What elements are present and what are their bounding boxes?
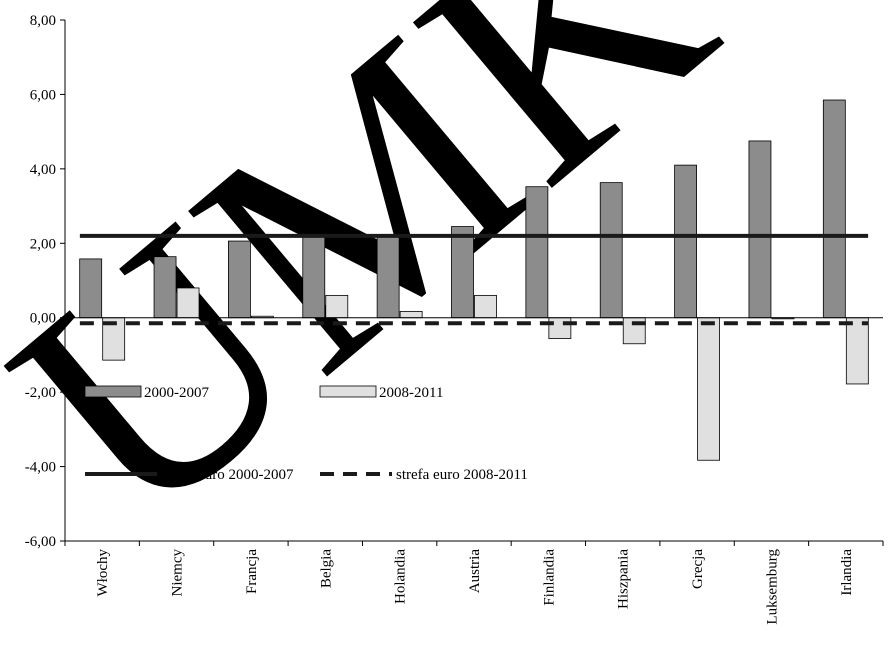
bars-layer xyxy=(79,99,869,461)
bar-2000-2007-Austria xyxy=(451,226,474,319)
legend-label: 2000-2007 xyxy=(144,385,209,401)
legend-label: strefa euro 2000-2007 xyxy=(161,467,294,483)
legend-swatch-2000-2007 xyxy=(84,385,142,398)
bar-2000-2007-Irlandia xyxy=(822,99,846,319)
bar-2000-2007-Finlandia xyxy=(525,186,549,319)
legend-swatch-2008-2011 xyxy=(319,385,377,398)
bar-2008-2011-Austria xyxy=(474,294,497,319)
reference-lines-layer xyxy=(79,233,869,326)
bar-2008-2011-Belgia xyxy=(325,294,349,319)
bar-2000-2007-Belgia xyxy=(302,234,326,319)
bar-2000-2007-Hiszpania xyxy=(599,182,623,319)
x-category-label: Austria xyxy=(467,549,483,594)
x-category-label: Luksemburg xyxy=(764,549,780,625)
y-tick-label: 6,00 xyxy=(30,87,56,103)
bar-2000-2007-Holandia xyxy=(376,235,400,319)
x-category-label: Grecja xyxy=(690,549,706,589)
bar-2000-2007-Luksemburg xyxy=(748,140,772,319)
bar-2008-2011-Grecja xyxy=(697,317,720,461)
x-category-label: Belgia xyxy=(318,549,334,588)
bar-2000-2007-Francja xyxy=(228,240,251,319)
x-category-label: Niemcy xyxy=(170,549,186,597)
bar-2008-2011-Irlandia xyxy=(845,317,869,385)
axes-layer: 8,00 6,00 4,00 2,00 0,00 -2,00 -4,00 -6,00 Włoch… xyxy=(25,13,884,625)
y-tick-label: 2,00 xyxy=(30,236,56,252)
y-tick-label: -4,00 xyxy=(25,460,56,476)
y-tick-label: 8,00 xyxy=(30,13,56,29)
x-category-label: Irlandia xyxy=(839,549,855,596)
bar-2008-2011-Finlandia xyxy=(548,317,572,339)
legend: 2000-2007 2008-2011 strefa euro 2000-2007 s… xyxy=(84,385,528,483)
x-category-label: Finlandia xyxy=(541,549,557,606)
bar-2000-2007-Niemcy xyxy=(153,256,177,319)
legend-label: 2008-2011 xyxy=(379,385,443,401)
bar-2008-2011-Niemcy xyxy=(176,287,200,319)
bar-2000-2007-Włochy xyxy=(79,258,103,319)
y-tick-label: 0,00 xyxy=(30,311,56,327)
x-category-label: Hiszpania xyxy=(616,549,632,609)
y-tick-label: -2,00 xyxy=(25,385,56,401)
legend-label: strefa euro 2008-2011 xyxy=(396,467,528,483)
x-category-label: Włochy xyxy=(95,549,111,597)
y-tick-label: -6,00 xyxy=(25,534,56,550)
y-tick-label: 4,00 xyxy=(30,162,56,178)
bar-2008-2011-Holandia xyxy=(399,310,423,319)
bar-2000-2007-Grecja xyxy=(674,164,697,319)
x-category-label: Francja xyxy=(244,549,260,594)
x-category-label: Holandia xyxy=(393,549,409,604)
